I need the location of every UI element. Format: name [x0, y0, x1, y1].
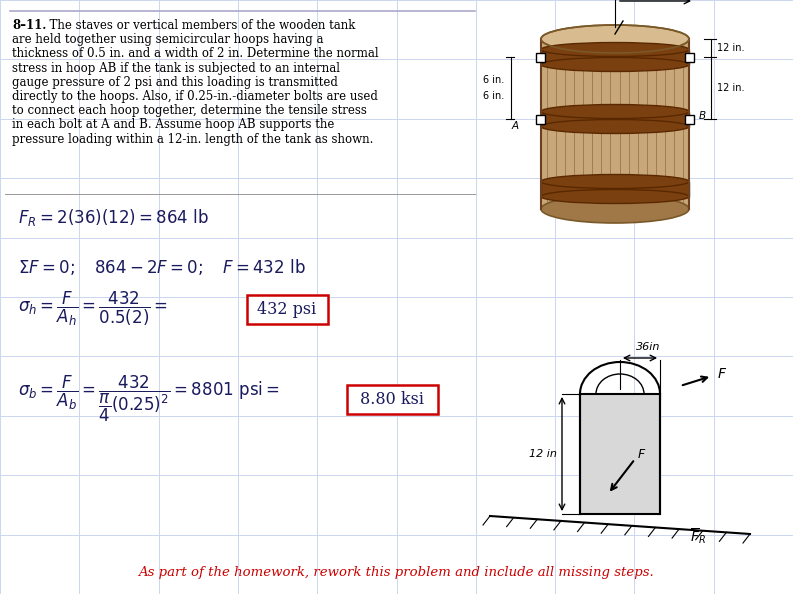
Text: directly to the hoops. Also, if 0.25-in.-diameter bolts are used: directly to the hoops. Also, if 0.25-in.… — [12, 90, 378, 103]
Text: in each bolt at A and B. Assume hoop AB supports the: in each bolt at A and B. Assume hoop AB … — [12, 118, 335, 131]
Text: 12 in: 12 in — [529, 449, 557, 459]
Text: 36in: 36in — [636, 342, 661, 352]
Bar — [536, 115, 545, 124]
Bar — [541, 182, 689, 197]
Ellipse shape — [541, 25, 689, 53]
Ellipse shape — [541, 105, 689, 118]
Ellipse shape — [541, 195, 689, 223]
Text: A: A — [511, 121, 519, 131]
Text: $F_R = 2(36)(12) = 864\ \mathrm{lb}$: $F_R = 2(36)(12) = 864\ \mathrm{lb}$ — [18, 207, 209, 228]
Bar — [685, 53, 694, 62]
Ellipse shape — [541, 189, 689, 204]
Text: 8–11.: 8–11. — [12, 19, 46, 32]
Bar — [580, 394, 660, 514]
Text: $\sigma_b = \dfrac{F}{A_b} = \dfrac{432}{\dfrac{\pi}{4}(0.25)^2} = 8801\ \mathrm: $\sigma_b = \dfrac{F}{A_b} = \dfrac{432}… — [18, 374, 280, 424]
Text: As part of the homework, rework this problem and include all missing steps.: As part of the homework, rework this pro… — [138, 566, 654, 579]
Bar — [541, 39, 689, 209]
Bar — [685, 115, 694, 124]
Text: $\overline{F}_R$: $\overline{F}_R$ — [690, 526, 706, 546]
Ellipse shape — [541, 119, 689, 134]
Text: B: B — [699, 111, 706, 121]
Bar — [536, 53, 545, 62]
Text: $\sigma_h = \dfrac{F}{A_h} = \dfrac{432}{0.5(2)} =$: $\sigma_h = \dfrac{F}{A_h} = \dfrac{432}… — [18, 290, 168, 328]
Text: 6 in.: 6 in. — [483, 75, 504, 85]
Text: F: F — [638, 447, 646, 460]
Text: $\Sigma F = 0;\ \ \ 864 - 2F = 0;\ \ \ F = 432\ \mathrm{lb}$: $\Sigma F = 0;\ \ \ 864 - 2F = 0;\ \ \ F… — [18, 257, 306, 277]
Text: 6 in.: 6 in. — [483, 91, 504, 101]
Text: to connect each hoop together, determine the tensile stress: to connect each hoop together, determine… — [12, 104, 367, 117]
Text: 8.80 ksi: 8.80 ksi — [360, 390, 424, 407]
Text: F: F — [718, 367, 726, 381]
Text: are held together using semicircular hoops having a: are held together using semicircular hoo… — [12, 33, 324, 46]
Text: 432 psi: 432 psi — [258, 301, 316, 318]
Ellipse shape — [541, 175, 689, 188]
Bar — [541, 112, 689, 127]
Text: 12 in.: 12 in. — [717, 83, 745, 93]
Text: thickness of 0.5 in. and a width of 2 in. Determine the normal: thickness of 0.5 in. and a width of 2 in… — [12, 48, 378, 61]
Ellipse shape — [541, 58, 689, 71]
Ellipse shape — [541, 43, 689, 56]
Text: stress in hoop AB if the tank is subjected to an internal: stress in hoop AB if the tank is subject… — [12, 62, 340, 75]
Text: The staves or vertical members of the wooden tank: The staves or vertical members of the wo… — [42, 19, 355, 32]
Text: gauge pressure of 2 psi and this loading is transmitted: gauge pressure of 2 psi and this loading… — [12, 76, 338, 89]
Text: 12 in.: 12 in. — [717, 43, 745, 53]
Bar — [541, 49, 689, 65]
Text: pressure loading within a 12-in. length of the tank as shown.: pressure loading within a 12-in. length … — [12, 132, 374, 146]
FancyBboxPatch shape — [347, 384, 438, 413]
FancyBboxPatch shape — [247, 295, 328, 324]
